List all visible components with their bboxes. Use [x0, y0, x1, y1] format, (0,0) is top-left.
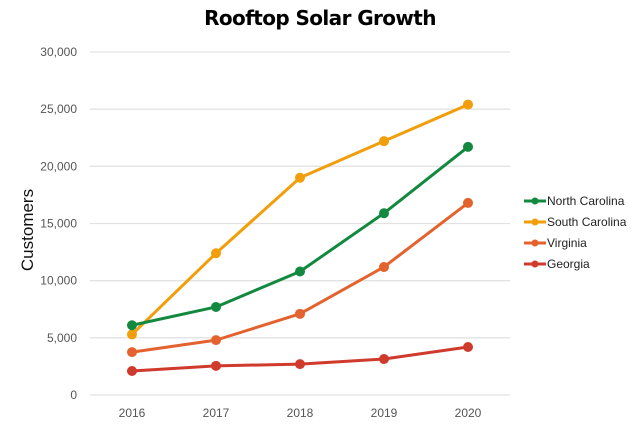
data-point-north-carolina: [379, 208, 389, 219]
data-point-georgia: [379, 353, 389, 364]
legend-swatch-dot: [531, 197, 539, 205]
legend-item-north-carolina: North Carolina: [524, 194, 625, 208]
data-point-georgia: [211, 360, 221, 371]
legend-label: Georgia: [547, 257, 590, 271]
y-tick-label: 30,000: [40, 45, 77, 59]
legend-label: North Carolina: [547, 194, 625, 208]
legend-item-south-carolina: South Carolina: [524, 215, 627, 229]
legend-item-georgia: Georgia: [524, 257, 590, 271]
y-axis-ticks: 0 5,000 10,000 15,000 20,000 25,000 30,000: [40, 45, 77, 402]
data-point-south-carolina: [211, 248, 221, 259]
data-point-south-carolina: [127, 329, 137, 340]
series-georgia: [127, 341, 473, 376]
data-point-georgia: [463, 341, 473, 352]
data-point-virginia: [463, 197, 473, 208]
legend: North Carolina South Carolina Virginia Geor…: [524, 194, 627, 271]
x-tick-label: 2019: [371, 406, 398, 420]
x-tick-label: 2018: [287, 406, 314, 420]
data-point-virginia: [295, 308, 305, 319]
series-virginia: [127, 197, 473, 358]
y-tick-label: 0: [70, 388, 77, 402]
gridlines: [90, 51, 510, 396]
data-point-south-carolina: [295, 172, 305, 183]
x-axis-ticks: 2016 2017 2018 2019 2020: [119, 406, 482, 420]
legend-swatch-dot: [531, 260, 539, 268]
data-point-virginia: [379, 261, 389, 272]
y-tick-label: 10,000: [40, 274, 77, 288]
y-tick-label: 25,000: [40, 102, 77, 116]
series-group: [127, 99, 473, 376]
y-tick-label: 5,000: [47, 331, 77, 345]
x-tick-label: 2016: [119, 406, 146, 420]
series-south-carolina: [127, 99, 473, 340]
data-point-georgia: [127, 365, 137, 376]
legend-swatch-dot: [531, 218, 539, 226]
x-tick-label: 2020: [455, 406, 482, 420]
legend-swatch-dot: [531, 239, 539, 247]
data-point-georgia: [295, 359, 305, 370]
data-point-north-carolina: [295, 266, 305, 277]
legend-item-virginia: Virginia: [524, 236, 587, 250]
series-line-south-carolina: [130, 103, 470, 336]
y-tick-label: 15,000: [40, 217, 77, 231]
data-point-north-carolina: [463, 141, 473, 152]
data-point-virginia: [127, 347, 137, 358]
data-point-virginia: [211, 335, 221, 346]
y-tick-label: 20,000: [40, 159, 77, 173]
data-point-south-carolina: [379, 136, 389, 147]
legend-label: Virginia: [547, 236, 587, 250]
legend-label: South Carolina: [547, 215, 627, 229]
series-line-virginia: [130, 201, 470, 354]
x-tick-label: 2017: [203, 406, 230, 420]
data-point-north-carolina: [127, 320, 137, 331]
y-axis-label: Customers: [18, 189, 37, 271]
chart-title: Rooftop Solar Growth: [204, 6, 436, 30]
series-north-carolina: [127, 141, 473, 331]
data-point-north-carolina: [211, 301, 221, 312]
data-point-south-carolina: [463, 99, 473, 110]
